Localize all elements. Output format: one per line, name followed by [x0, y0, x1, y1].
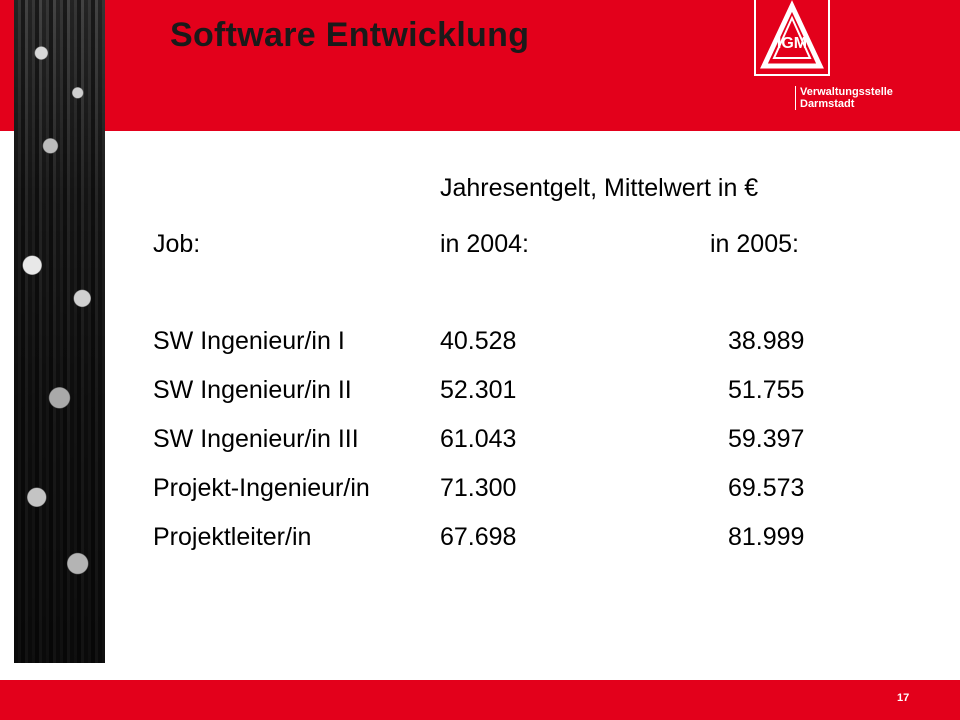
- page-number: 17: [897, 692, 910, 704]
- row-value-2005: 38.989: [728, 327, 805, 355]
- igm-logo: IGM: [754, 0, 830, 76]
- demonstration-photo: [14, 0, 105, 663]
- office-line-1: Verwaltungsstelle: [800, 86, 893, 98]
- row-job: SW Ingenieur/in III: [153, 425, 359, 453]
- table-heading: Jahresentgelt, Mittelwert in €: [440, 174, 759, 202]
- row-value-2004: 67.698: [440, 523, 517, 551]
- row-value-2005: 81.999: [728, 523, 805, 551]
- office-label: Verwaltungsstelle Darmstadt: [795, 86, 893, 110]
- slide-title: Software Entwicklung: [170, 16, 530, 54]
- row-job: Projektleiter/in: [153, 523, 312, 551]
- row-job: SW Ingenieur/in II: [153, 376, 352, 404]
- salary-table: Jahresentgelt, Mittelwert in € Job: in 2…: [153, 174, 805, 551]
- logo-lettering: IGM: [777, 35, 807, 52]
- column-header-2004: in 2004:: [440, 230, 529, 258]
- column-header-job: Job:: [153, 230, 201, 258]
- row-value-2004: 52.301: [440, 376, 517, 404]
- row-value-2004: 61.043: [440, 425, 517, 453]
- row-value-2004: 71.300: [440, 474, 517, 502]
- row-value-2005: 69.573: [728, 474, 805, 502]
- igm-triangle-icon: IGM: [760, 0, 824, 69]
- office-line-2: Darmstadt: [800, 98, 855, 110]
- footer-band: [0, 680, 960, 720]
- row-value-2005: 51.755: [728, 376, 805, 404]
- row-value-2005: 59.397: [728, 425, 805, 453]
- column-header-2005: in 2005:: [710, 230, 799, 258]
- row-value-2004: 40.528: [440, 327, 517, 355]
- row-job: SW Ingenieur/in I: [153, 327, 345, 355]
- row-job: Projekt-Ingenieur/in: [153, 474, 370, 502]
